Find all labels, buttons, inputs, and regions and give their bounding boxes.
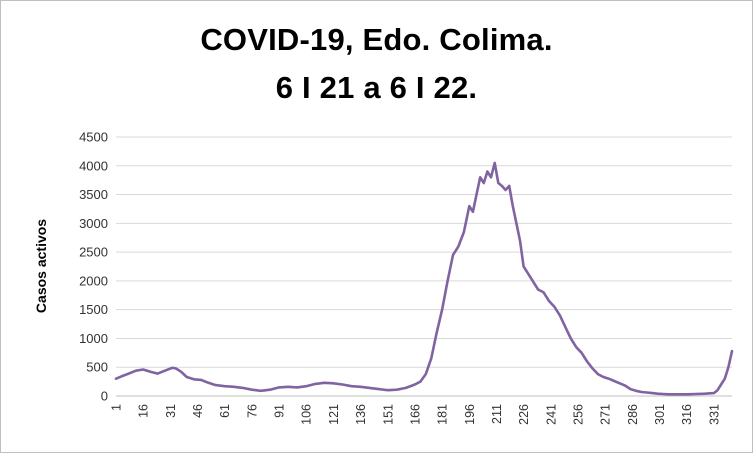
y-tick-label: 2500 (79, 245, 108, 260)
x-tick-label: 61 (218, 404, 232, 418)
x-tick-label: 91 (273, 404, 287, 418)
y-tick-label: 0 (101, 389, 108, 404)
y-tick-label: 1000 (79, 331, 108, 346)
y-axis-label: Casos activos (33, 219, 49, 313)
x-tick-label: 106 (300, 404, 314, 425)
x-tick-label: 1 (110, 404, 124, 411)
x-tick-label: 226 (517, 404, 531, 425)
x-tick-label: 121 (327, 404, 341, 425)
series-line (114, 161, 734, 396)
y-axis-ticks: 0 500 1000 1500 2000 2500 3000 3500 4000 4500 (79, 130, 108, 404)
x-tick-label: 16 (137, 404, 151, 418)
chart-title: COVID-19, Edo. Colima. (200, 22, 553, 57)
x-tick-label: 316 (680, 404, 694, 425)
x-axis-ticks: 1 16 31 46 61 76 91 106 121 136 151 166 181 196 211 226… (110, 404, 722, 425)
x-tick-label: 301 (653, 404, 667, 425)
x-tick-label: 256 (572, 404, 586, 425)
x-tick-label: 211 (490, 404, 504, 424)
x-tick-label: 286 (626, 404, 640, 425)
x-tick-label: 46 (191, 404, 205, 418)
y-tick-label: 3000 (79, 216, 108, 231)
x-tick-label: 271 (599, 404, 613, 425)
series-layer (114, 161, 734, 396)
x-tick-label: 331 (707, 404, 721, 425)
y-tick-label: 3500 (79, 187, 108, 202)
chart-subtitle: 6 I 21 a 6 I 22. (275, 70, 478, 105)
gridlines (116, 136, 732, 397)
y-tick-label: 500 (86, 360, 108, 375)
x-tick-label: 31 (164, 404, 178, 418)
x-tick-label: 151 (381, 404, 395, 425)
x-tick-label: 166 (408, 404, 422, 425)
y-tick-label: 4000 (79, 158, 108, 173)
y-tick-label: 1500 (79, 302, 108, 317)
x-tick-label: 136 (354, 404, 368, 425)
y-tick-label: 2000 (79, 273, 108, 288)
x-tick-label: 241 (544, 404, 558, 425)
x-tick-label: 181 (436, 404, 450, 425)
x-tick-label: 196 (463, 404, 477, 425)
x-tick-label: 76 (245, 404, 259, 418)
y-tick-label: 4500 (79, 130, 108, 145)
